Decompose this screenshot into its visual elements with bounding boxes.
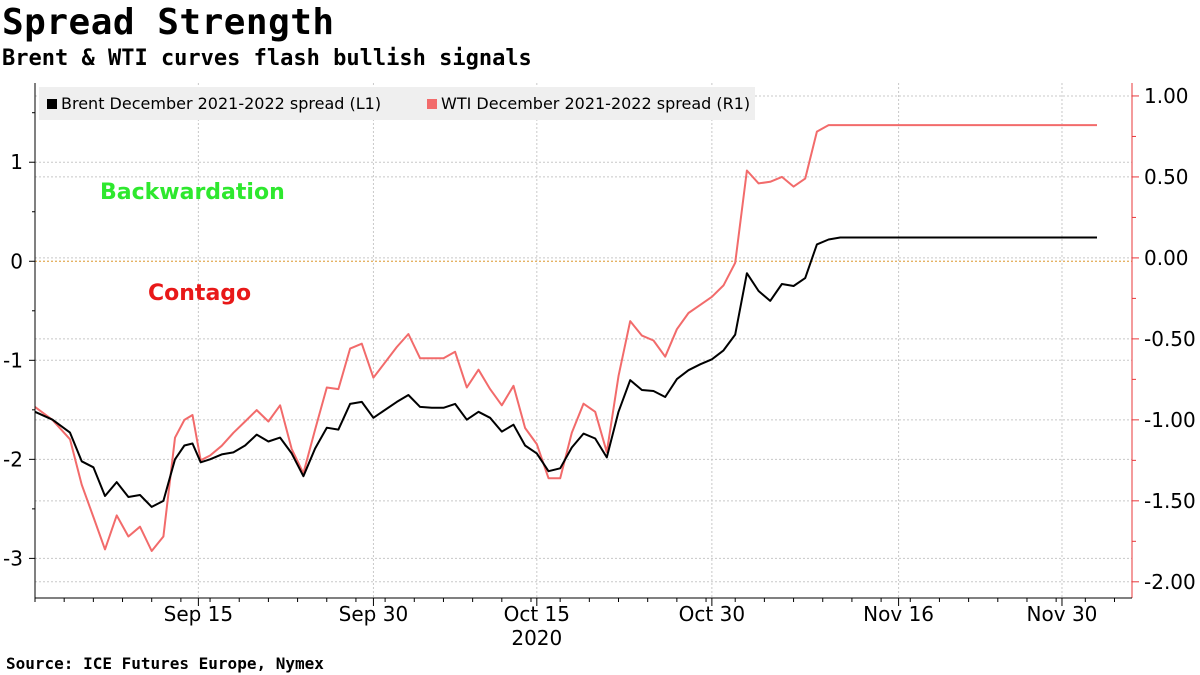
chart-subtitle: Brent & WTI curves flash bullish signals xyxy=(2,46,532,71)
x-tick-label: Sep 30 xyxy=(339,602,409,626)
left-tick-label: -1 xyxy=(3,348,23,372)
annotations: Backwardation Contago xyxy=(100,180,285,306)
right-tick-label: -2.00 xyxy=(1144,570,1196,594)
backwardation-annotation: Backwardation xyxy=(100,180,285,205)
x-tick-label: Nov 16 xyxy=(863,602,934,626)
legend-box xyxy=(39,87,755,120)
x-tick-label: Nov 30 xyxy=(1027,602,1098,626)
left-tick-label: -3 xyxy=(3,546,23,570)
contango-annotation: Contago xyxy=(148,281,251,306)
series-lines xyxy=(34,124,1097,552)
right-tick-label: 0.50 xyxy=(1144,165,1189,189)
source-note: Source: ICE Futures Europe, Nymex xyxy=(6,654,324,673)
brent-legend-swatch xyxy=(47,99,57,109)
right-tick-label: -1.50 xyxy=(1144,489,1196,513)
brent-spread-line xyxy=(34,236,1097,508)
wti-legend-label: WTI December 2021-2022 spread (R1) xyxy=(441,94,750,113)
gridlines xyxy=(35,83,1132,598)
x-axis: Sep 15 Sep 30 Oct 15 Oct 30 Nov 16 Nov 30 2020 xyxy=(34,597,1132,650)
right-tick-label: -0.50 xyxy=(1144,327,1196,351)
left-tick-label: 1 xyxy=(10,150,23,174)
legend: Brent December 2021-2022 spread (L1) WTI … xyxy=(39,87,755,120)
right-tick-label: 0.00 xyxy=(1144,246,1189,270)
chart-title: Spread Strength xyxy=(2,2,335,43)
right-axis: 1.00 0.50 0.00 -0.50 -1.00 -1.50 -2.00 xyxy=(1131,83,1196,598)
right-tick-label: 1.00 xyxy=(1144,84,1189,108)
x-tick-label: Sep 15 xyxy=(164,602,234,626)
brent-legend-label: Brent December 2021-2022 spread (L1) xyxy=(61,94,381,113)
wti-spread-line xyxy=(34,124,1097,552)
right-tick-label: -1.00 xyxy=(1144,408,1196,432)
wti-legend-swatch xyxy=(427,99,437,109)
plot-background xyxy=(35,83,1132,598)
x-tick-label: Oct 15 xyxy=(504,602,570,626)
left-axis: 1 0 -1 -2 -3 xyxy=(3,83,36,598)
x-year-label: 2020 xyxy=(511,626,562,650)
left-tick-label: 0 xyxy=(10,249,23,273)
x-tick-label: Oct 30 xyxy=(679,602,745,626)
left-tick-label: -2 xyxy=(3,447,23,471)
plot-area xyxy=(35,83,1132,598)
